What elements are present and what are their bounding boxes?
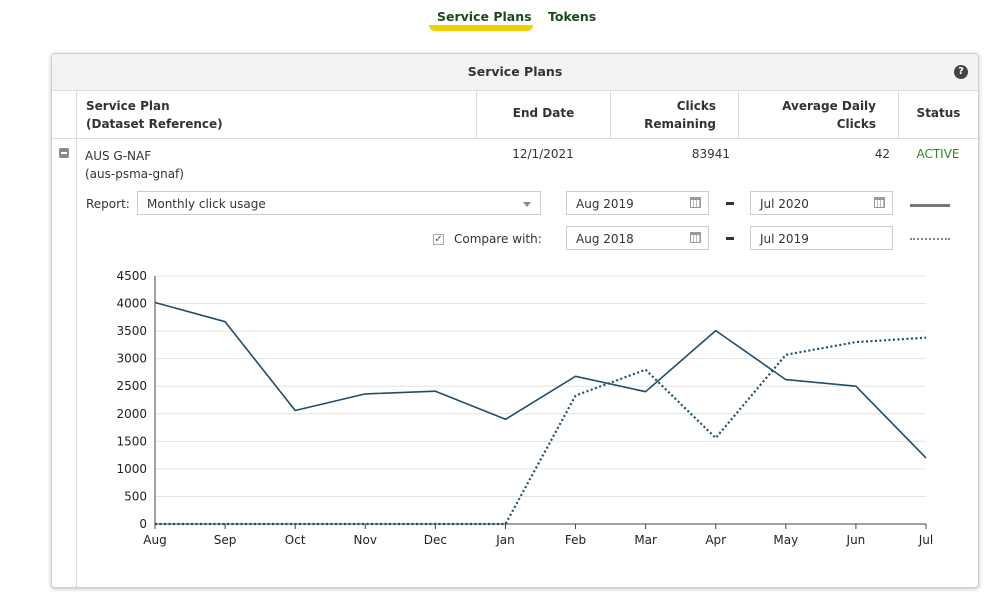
x-tick-label: Jan [495, 533, 515, 547]
date-from-value: Aug 2019 [576, 197, 634, 211]
compare-label: Compare with: [454, 232, 542, 246]
compare-from-value: Aug 2018 [576, 232, 634, 246]
column-header-line: Clicks [836, 117, 876, 131]
y-tick-label: 4000 [116, 297, 147, 311]
date-range-separator [726, 202, 734, 205]
x-tick-label: Nov [354, 533, 377, 547]
report-type-value: Monthly click usage [147, 197, 266, 211]
column-header-service-plan[interactable]: Service Plan (Dataset Reference) [76, 91, 476, 138]
calendar-icon[interactable] [690, 232, 701, 243]
series-line-current [154, 301, 927, 459]
y-tick-label: 0 [139, 517, 147, 531]
column-header-line: End Date [512, 106, 575, 120]
y-tick-label: 1000 [116, 462, 147, 476]
collapse-row-icon[interactable] [59, 148, 69, 158]
chevron-down-icon [523, 202, 531, 207]
x-tick-label: May [773, 533, 798, 547]
compare-checkbox[interactable]: ✓ [433, 234, 444, 245]
table-header: Service Plan (Dataset Reference) End Dat… [52, 91, 978, 139]
x-tick-label: Jun [846, 533, 866, 547]
legend-dotted-line [910, 238, 950, 240]
help-icon[interactable]: ? [954, 65, 968, 79]
tab-service-plans[interactable]: Service Plans [437, 9, 532, 24]
column-header-line: Service Plan [86, 99, 170, 113]
column-header-line: Remaining [644, 117, 716, 131]
calendar-icon[interactable] [874, 197, 885, 208]
y-tick-label: 3500 [116, 324, 147, 338]
x-tick-label: Aug [143, 533, 166, 547]
series-line-comparison [155, 336, 927, 526]
service-plans-panel: Service Plans ? Service Plan (Dataset Re… [51, 53, 979, 588]
column-header-end-date[interactable]: End Date [476, 91, 610, 138]
top-tabs: Service Plans Tokens [0, 0, 1002, 40]
compare-to-value: Jul 2019 [760, 232, 809, 246]
clicks-remaining-cell: 83941 [691, 147, 730, 161]
status-badge: ACTIVE [916, 147, 960, 161]
column-header-line: Clicks [676, 99, 716, 113]
plan-name: AUS G-NAF [85, 149, 152, 163]
date-to-value: Jul 2020 [760, 197, 809, 211]
panel-header: Service Plans ? [52, 54, 978, 91]
active-tab-indicator [429, 25, 533, 31]
column-header-clicks-remaining[interactable]: Clicks Remaining [610, 91, 738, 138]
x-tick-label: Oct [285, 533, 306, 547]
row-gutter [76, 138, 77, 587]
x-tick-label: Feb [565, 533, 586, 547]
plan-name-cell: AUS G-NAF (aus-psma-gnaf) [85, 147, 184, 183]
date-range-separator [726, 237, 734, 240]
average-daily-clicks-cell: 42 [874, 147, 890, 161]
column-header-average-daily-clicks[interactable]: Average Daily Clicks [738, 91, 898, 138]
y-tick-label: 500 [124, 489, 147, 503]
legend-solid-line [910, 204, 950, 207]
y-tick-label: 4500 [116, 269, 147, 283]
compare-from-input[interactable]: Aug 2018 [566, 226, 709, 250]
panel-title: Service Plans [467, 64, 563, 79]
calendar-icon[interactable] [690, 197, 701, 208]
x-tick-label: Dec [424, 533, 447, 547]
x-tick-label: Apr [705, 533, 726, 547]
date-from-input[interactable]: Aug 2019 [566, 191, 709, 215]
plan-reference: (aus-psma-gnaf) [85, 167, 184, 181]
y-tick-label: 1500 [116, 434, 147, 448]
report-label: Report: [86, 197, 130, 211]
column-header-line: Status [916, 106, 961, 120]
column-header-line: (Dataset Reference) [86, 117, 223, 131]
x-tick-label: Mar [634, 533, 657, 547]
column-header-line: Average Daily [782, 99, 876, 113]
y-tick-label: 2000 [116, 407, 147, 421]
y-tick-label: 2500 [116, 379, 147, 393]
monthly-click-usage-chart: 0 500 1000 1500 2000 2500 3000 3500 4000 4500 Aug S… [116, 269, 933, 547]
tab-tokens[interactable]: Tokens [548, 9, 597, 24]
column-header-status[interactable]: Status [898, 91, 978, 138]
y-tick-label: 3000 [116, 352, 147, 366]
compare-to-input[interactable]: Jul 2019 [750, 226, 893, 250]
x-tick-label: Sep [214, 533, 237, 547]
end-date-cell: 12/1/2021 [512, 147, 574, 161]
x-tick-label: Jul [918, 533, 933, 547]
report-type-select[interactable]: Monthly click usage [137, 191, 541, 215]
date-to-input[interactable]: Jul 2020 [750, 191, 893, 215]
